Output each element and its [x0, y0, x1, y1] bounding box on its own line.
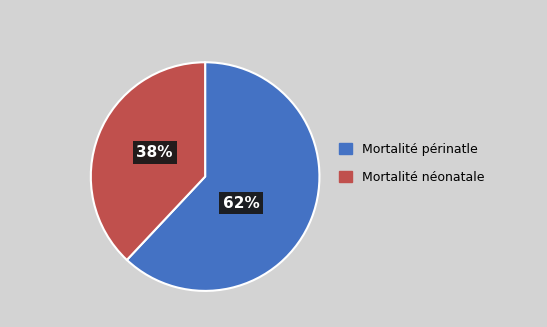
Text: 38%: 38% — [136, 145, 173, 160]
Wedge shape — [91, 62, 205, 260]
Legend: Mortalité périnatle, Mortalité néonatale: Mortalité périnatle, Mortalité néonatale — [334, 138, 490, 189]
Wedge shape — [127, 62, 319, 291]
Text: 62%: 62% — [223, 196, 260, 211]
